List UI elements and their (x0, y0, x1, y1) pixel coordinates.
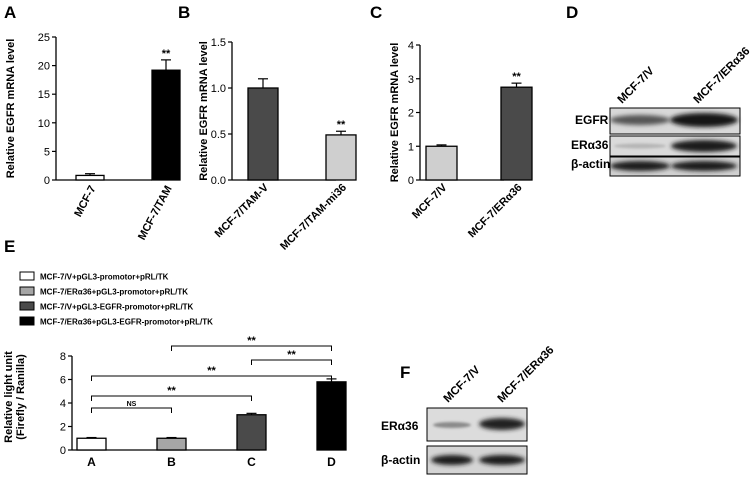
legend-swatch (19, 316, 35, 326)
chart-e-bracket (91, 395, 252, 401)
chart-e-bracket-label: ** (167, 385, 176, 397)
blot-d-band-egfr-2 (670, 113, 738, 127)
panel-label-d: D (566, 3, 578, 22)
chart-e-bar (76, 437, 107, 451)
chart-b-ytick-label: 1.0 (211, 83, 226, 95)
chart-e-ytick-label: 2 (60, 422, 66, 434)
chart-c-ytick-label: 4 (408, 40, 414, 52)
blot-d-band-egfr-1 (610, 115, 670, 125)
chart-e-bar (236, 414, 267, 451)
legend-label: MCF-7/ERα36+pGL3-promotor+pRL/TK (40, 288, 188, 297)
chart-c-ylabel: Relative EGFR mRNA level (389, 43, 401, 183)
chart-e-ylabel-line: (Firefly / Ranilla) (15, 354, 27, 440)
blot-d-band-actin-2 (671, 161, 737, 171)
blot-d: MCF-7/V MCF-7/ERα36 EGFR ERα36 β-actin (571, 45, 753, 177)
chart-b-ytick-label: 0.5 (211, 129, 226, 141)
panel-label-e: E (4, 237, 15, 256)
legend-swatch (19, 271, 35, 281)
chart-e-bar (156, 437, 187, 451)
chart-a-significance: ** (162, 48, 171, 60)
chart-c-xtick-label: MCF-7/ERα36 (466, 182, 525, 241)
blot-d-band-era36-1 (614, 143, 666, 149)
blot-d-col-1: MCF-7/V (616, 65, 657, 106)
legend-label: MCF-7/ERα36+pGL3-EGFR-promotor+pRL/TK (40, 318, 213, 327)
chart-e-xtick-label: A (87, 455, 96, 469)
blot-f-band-actin-1 (431, 455, 473, 465)
chart-c-ytick-label: 3 (408, 74, 414, 86)
blot-d-band-actin-1 (610, 161, 670, 171)
blot-f-band-era36-2 (479, 418, 525, 430)
chart-b-ylabel: Relative EGFR mRNA level (198, 41, 210, 181)
chart-b-ytick-label: 0.0 (211, 175, 226, 187)
chart-c-ytick-label: 0 (408, 175, 414, 187)
chart-e-bracket (91, 375, 332, 381)
chart-a-ytick-label: 20 (38, 61, 50, 73)
chart-e-ytick-label: 4 (60, 398, 66, 410)
blot-f-band-actin-2 (479, 455, 525, 465)
chart-e-ytick-label: 6 (60, 375, 66, 387)
chart-e-legend: MCF-7/V+pGL3-promotor+pRL/TK MCF-7/ERα36+… (19, 271, 213, 327)
chart-a-ytick-label: 0 (44, 175, 50, 187)
blot-d-row-era36: ERα36 (571, 138, 609, 152)
chart-e-bracket (171, 345, 332, 351)
chart-a-xtick-label: MCF-7/TAM (136, 184, 175, 242)
chart-c-bar (425, 145, 458, 181)
legend-label: MCF-7/V+pGL3-promotor+pRL/TK (40, 273, 169, 282)
chart-e-xtick-label: D (327, 455, 336, 469)
chart-b-bar (325, 134, 357, 181)
blot-d-row-actin: β-actin (571, 157, 610, 171)
chart-c-significance: ** (512, 71, 521, 83)
panel-label-b: B (178, 3, 190, 22)
chart-e-bracket (251, 359, 332, 365)
chart-e-bracket-label: ** (207, 365, 216, 377)
chart-e-bracket-label: ** (247, 335, 256, 347)
chart-c-bar (500, 86, 533, 181)
blot-f-band-era36-1 (433, 422, 471, 428)
chart-a-ytick-label: 5 (44, 146, 50, 158)
chart-e-ytick-label: 0 (60, 445, 66, 457)
chart-a-ylabel: Relative EGFR mRNA level (5, 39, 17, 179)
blot-d-row-egfr: EGFR (575, 113, 609, 127)
chart-e: 0 2 4 6 8 Relative light unit (Firefly / Ranil… (3, 335, 347, 469)
chart-e-xtick-label: B (167, 455, 176, 469)
chart-b-bar (247, 87, 279, 181)
panel-label-f: F (400, 363, 410, 382)
chart-e-xtick-label: C (247, 455, 256, 469)
legend-swatch (19, 286, 35, 296)
chart-e-ytick-label: 8 (60, 351, 66, 363)
chart-b-ytick-label: 1.5 (211, 37, 226, 49)
chart-c: 0 1 2 3 4 Relative EGFR mRNA level MCF-7/V MCF-… (389, 40, 533, 241)
chart-e-bar (316, 381, 347, 451)
blot-f-row-era36: ERα36 (381, 419, 419, 433)
legend-swatch (19, 301, 35, 311)
panel-label-c: C (370, 3, 382, 22)
chart-a: 0 5 10 15 20 25 Relative EGFR mRNA level MCF-7 M… (5, 32, 181, 242)
blot-f-row-actin: β-actin (381, 453, 420, 467)
blot-f-col-1: MCF-7/V (442, 364, 483, 405)
chart-e-bracket (91, 407, 172, 413)
chart-e-bracket-label: ** (287, 349, 296, 361)
chart-a-ytick-label: 25 (38, 32, 50, 44)
panel-label-a: A (4, 3, 16, 22)
chart-b-significance: ** (337, 119, 346, 131)
chart-b-xtick-label: MCF-7/TAM-mi36 (278, 182, 349, 253)
blot-d-band-era36-2 (671, 140, 737, 152)
chart-a-xtick-label: MCF-7 (72, 184, 98, 219)
chart-e-ylabel-line: Relative light unit (3, 351, 15, 443)
chart-c-ytick-label: 1 (408, 141, 414, 153)
chart-c-xtick-label: MCF-7/V (410, 181, 450, 221)
chart-a-ytick-label: 15 (38, 89, 50, 101)
blot-d-col-2: MCF-7/ERα36 (692, 45, 753, 106)
legend-label: MCF-7/V+pGL3-EGFR-promotor+pRL/TK (40, 303, 194, 312)
chart-e-bracket-label: NS (127, 401, 137, 408)
chart-a-bar (75, 174, 105, 181)
chart-b-xtick-label: MCF-7/TAM-V (213, 181, 272, 240)
chart-a-bar (151, 69, 181, 181)
chart-c-ytick-label: 2 (408, 108, 414, 120)
blot-f-col-2: MCF-7/ERα36 (496, 344, 557, 405)
chart-a-ytick-label: 10 (38, 118, 50, 130)
